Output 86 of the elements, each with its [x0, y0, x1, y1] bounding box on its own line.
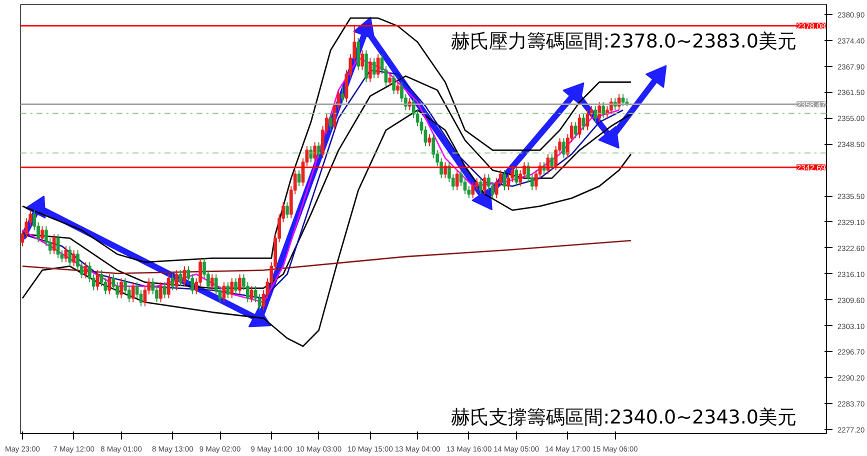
annotation: 赫氏支撐籌碼區間:2340.0~2343.0美元	[451, 406, 797, 428]
candlestick	[483, 174, 486, 195]
ref-line-label: 2358.47	[796, 100, 826, 110]
candlestick	[471, 182, 475, 199]
candlestick	[490, 182, 494, 199]
candlestick	[368, 58, 372, 83]
candlestick	[166, 274, 170, 299]
candlestick	[554, 146, 558, 171]
candlestick	[594, 106, 598, 123]
candlestick	[424, 126, 428, 147]
candlestick	[578, 114, 582, 139]
candlestick	[479, 178, 482, 195]
candlestick	[514, 166, 518, 187]
candlestick	[506, 174, 510, 191]
candlestick	[396, 82, 400, 95]
candlestick	[64, 246, 68, 263]
candlestick	[226, 282, 230, 299]
candlestick	[96, 270, 100, 291]
candlestick	[459, 170, 463, 187]
candlestick	[562, 138, 566, 159]
candlestick	[72, 250, 76, 267]
candlestick	[120, 278, 123, 299]
candlestick	[222, 282, 226, 303]
candlestick	[467, 186, 471, 199]
point	[598, 126, 620, 149]
candlestick	[52, 234, 56, 255]
candlestick	[313, 142, 317, 163]
candlestick	[238, 274, 242, 295]
candlestick	[297, 170, 301, 187]
candlestick	[178, 270, 182, 287]
candlestick	[127, 286, 131, 303]
candlestick	[463, 178, 467, 195]
candlestick	[598, 102, 602, 123]
candlestick	[258, 294, 262, 311]
annotation: 赫氏壓力籌碼區間:2378.0~2383.0美元	[451, 30, 797, 52]
candlestick	[340, 86, 344, 103]
candlestick	[151, 278, 155, 295]
candlestick	[112, 274, 116, 291]
candlestick	[246, 282, 250, 303]
candlestick	[182, 266, 186, 287]
candlestick	[170, 274, 174, 291]
candlestick	[286, 202, 289, 219]
candlestick	[68, 246, 72, 267]
candlestick	[174, 270, 178, 291]
candlestick	[502, 170, 506, 191]
candlestick	[100, 270, 104, 287]
candlestick	[210, 274, 214, 291]
candlestick	[230, 278, 234, 299]
candlestick	[428, 134, 432, 147]
candlestick	[104, 278, 108, 295]
point	[562, 82, 584, 105]
candlestick	[455, 170, 459, 191]
candlestick	[131, 282, 135, 303]
candlestick	[250, 286, 254, 303]
candlestick	[143, 286, 147, 307]
candlestick	[388, 74, 392, 87]
candlestick	[309, 146, 313, 163]
candlestick	[56, 234, 60, 259]
candlestick	[360, 50, 364, 71]
candlestick	[582, 114, 586, 131]
candlestick	[432, 134, 436, 159]
candlestick	[159, 282, 162, 303]
candlestick	[602, 102, 605, 119]
point	[645, 65, 667, 88]
line-series	[22, 109, 632, 347]
candlestick	[392, 74, 396, 95]
candlestick	[84, 262, 88, 279]
candlestick	[621, 94, 625, 107]
candlestick	[372, 58, 376, 79]
candlestick	[376, 54, 380, 79]
candlestick	[574, 122, 578, 139]
candlestick	[550, 154, 554, 171]
candlestick	[586, 110, 590, 131]
ref-line-label: 2342.69	[796, 163, 826, 172]
candlestick	[163, 282, 166, 299]
candlestick	[40, 226, 44, 243]
candlestick	[328, 114, 332, 131]
candlestick	[139, 290, 143, 307]
point	[472, 187, 492, 210]
candlestick	[234, 278, 238, 295]
candlestick	[317, 142, 320, 159]
line-series	[22, 240, 632, 274]
candlestick	[108, 274, 112, 295]
candlestick	[135, 282, 139, 299]
ref-line-label: 2378.08	[796, 22, 826, 31]
candlestick	[518, 170, 522, 187]
